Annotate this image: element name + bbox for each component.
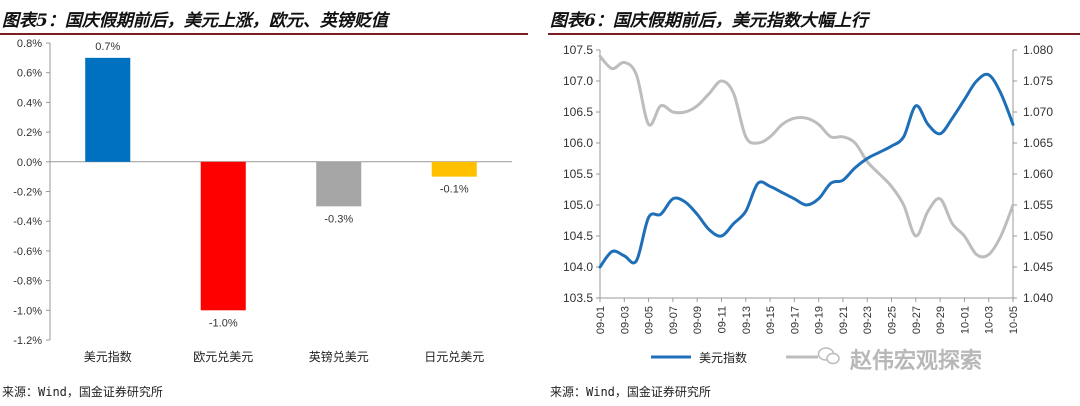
y-tick-label: -0.2%: [13, 187, 42, 199]
x-tick-label: 09-29: [935, 306, 947, 334]
data-label: 0.7%: [95, 41, 120, 53]
legend-label: 美元指数: [699, 350, 747, 365]
x-tick-label: 09-13: [741, 306, 753, 334]
y-right-tick-label: 1.045: [1023, 260, 1053, 274]
title-rule: [548, 33, 1080, 35]
left-chart-title: 图表5：国庆假期前后，美元上涨，欧元、英镑贬值: [2, 11, 388, 31]
line-chart: 107.5 107.0 106.5 106.0 105.5 105.0 104.5 104.0…: [563, 43, 1053, 365]
usd-index-line: [598, 72, 1015, 269]
bar: [200, 161, 246, 311]
bar-chart: 0.8% 0.6% 0.4% 0.2% 0.0% -0.2% -0.4% -0.6% -0.8%…: [13, 38, 512, 364]
y-left-tick-label: 107.5: [563, 43, 593, 57]
y-tick-label: -1.0%: [13, 305, 42, 317]
y-right-tick-label: 1.065: [1023, 136, 1053, 150]
y-left-tick-label: 105.0: [563, 198, 593, 212]
watermark: 赵伟宏观探索: [850, 349, 983, 374]
right-chart-title: 图表6：国庆假期前后，美元指数大幅上行: [550, 11, 868, 31]
eurusd-line: [598, 54, 1015, 259]
y-left-tick-label: 104.0: [563, 260, 593, 274]
y-left-tick-label: 104.5: [563, 229, 593, 243]
x-tick-label: 09-07: [668, 306, 680, 334]
x-tick-label: 09-23: [862, 306, 874, 334]
bar: [85, 57, 131, 162]
y-tick-label: 0.8%: [17, 38, 42, 50]
y-right-tick-label: 1.060: [1023, 167, 1053, 181]
y-left-tick-label: 106.5: [563, 105, 593, 119]
y-right-tick-label: 1.075: [1023, 74, 1053, 88]
y-tick-label: -1.2%: [13, 335, 42, 347]
x-tick-label: 09-21: [838, 306, 850, 334]
bar: [431, 161, 477, 177]
left-source-note: 来源：Wind，国金证券研究所: [2, 385, 163, 399]
y-right-tick-label: 1.055: [1023, 198, 1053, 212]
x-tick-label: 09-25: [887, 306, 899, 334]
x-tick-label: 09-05: [644, 306, 656, 334]
y-tick-label: 0.6%: [17, 68, 42, 80]
x-tick-label: 09-09: [692, 306, 704, 334]
y-tick-label: -0.8%: [13, 276, 42, 288]
x-tick-label: 09-19: [814, 306, 826, 334]
x-category-label: 欧元兑美元: [193, 350, 253, 364]
x-tick-label: 10-03: [984, 306, 996, 334]
x-tick-label: 09-27: [911, 306, 923, 334]
wechat-icon: [817, 347, 840, 365]
title-rule: [0, 33, 528, 35]
right-source-note: 来源：Wind，国金证券研究所: [550, 385, 711, 399]
x-tick-label: 09-17: [789, 306, 801, 334]
x-category-label: 英镑兑美元: [309, 349, 369, 364]
y-tick-label: 0.0%: [17, 157, 42, 169]
data-label: -0.3%: [324, 213, 353, 225]
y-tick-label: 0.2%: [17, 127, 42, 139]
right-chart-panel: 图表6：国庆假期前后，美元指数大幅上行 107.5 107.0 106.5 106.0…: [548, 0, 1080, 406]
y-left-tick-label: 106.0: [563, 136, 593, 150]
x-tick-label: 09-01: [595, 306, 607, 334]
x-tick-label: 09-11: [716, 306, 728, 333]
x-tick-label: 10-01: [959, 306, 971, 334]
y-right-tick-label: 1.040: [1023, 291, 1053, 305]
y-right-tick-label: 1.050: [1023, 229, 1053, 243]
data-label: -1.0%: [209, 317, 238, 329]
bar: [316, 161, 362, 207]
x-category-label: 日元兑美元: [424, 350, 484, 364]
y-tick-label: -0.4%: [13, 216, 42, 228]
y-tick-label: -0.6%: [13, 246, 42, 258]
y-left-tick-label: 105.5: [563, 167, 593, 181]
y-left-tick-label: 107.0: [563, 74, 593, 88]
y-right-tick-label: 1.070: [1023, 105, 1053, 119]
y-tick-label: 0.4%: [17, 97, 42, 109]
x-category-label: 美元指数: [84, 349, 132, 364]
data-label: -0.1%: [440, 184, 469, 196]
x-tick-label: 09-03: [619, 306, 631, 334]
y-right-tick-label: 1.080: [1023, 43, 1053, 57]
left-chart-panel: 图表5：国庆假期前后，美元上涨，欧元、英镑贬值 0.8% 0.6% 0.4% 0.2%…: [0, 0, 528, 406]
y-left-tick-label: 103.5: [563, 291, 593, 305]
x-tick-label: 09-15: [765, 306, 777, 334]
x-tick-label: 10-05: [1008, 306, 1020, 334]
